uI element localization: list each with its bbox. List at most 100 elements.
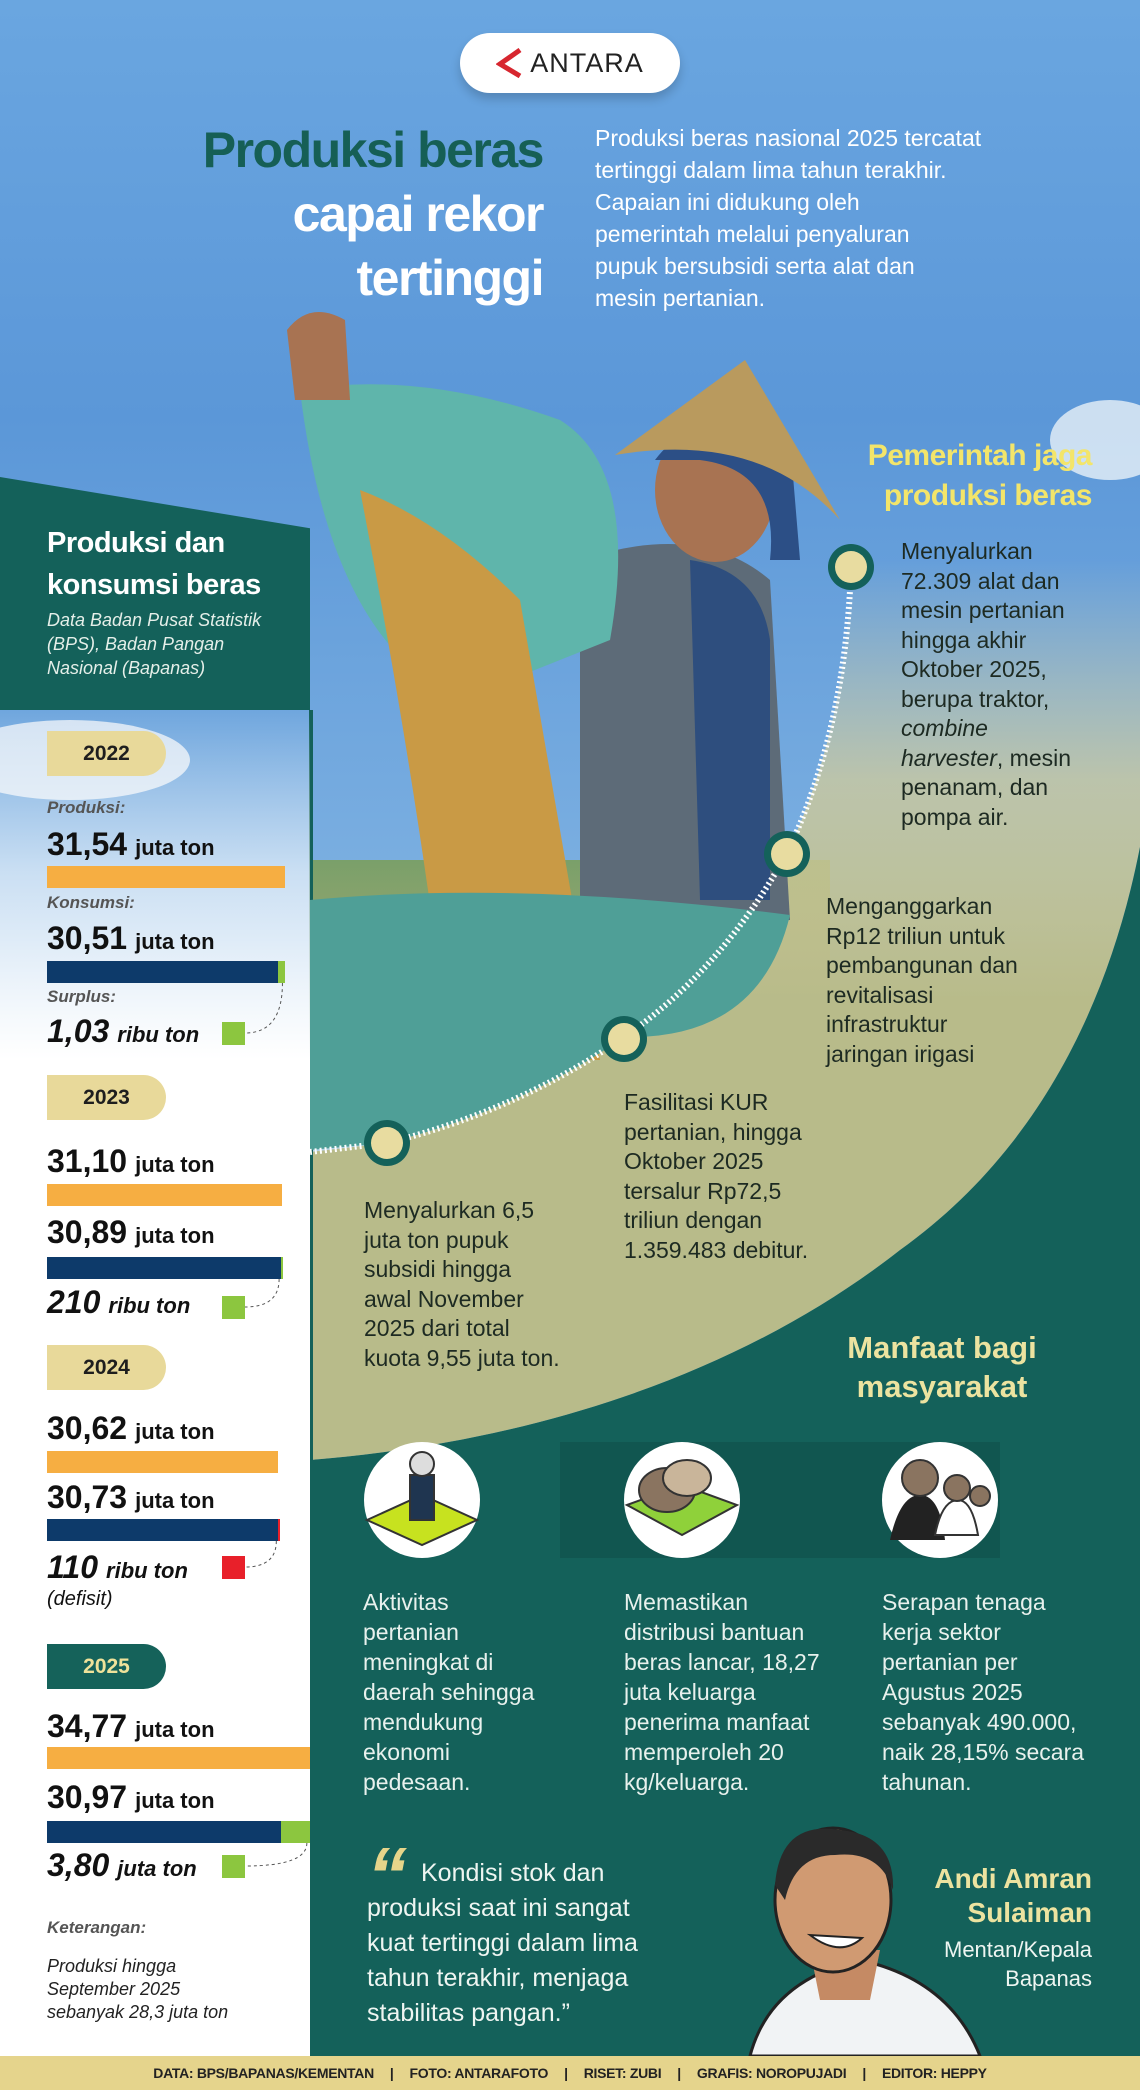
connector-line — [244, 1540, 277, 1568]
separator: | — [862, 2065, 866, 2081]
connector-line — [244, 1278, 280, 1308]
benefit-item: Memastikan distribusi bantuan beras lanc… — [624, 1589, 820, 1795]
timeline-text: Menyalurkan 72.309 alat dan mesin pertan… — [901, 538, 1065, 712]
benefits-section-title: Manfaat bagi masyarakat — [847, 1330, 1037, 1404]
consumption-bar — [47, 1257, 283, 1279]
consumption-bar — [47, 961, 286, 983]
cloud — [1050, 400, 1140, 480]
title-line: tertinggi — [356, 250, 545, 306]
portrait-smile — [806, 1933, 865, 1949]
timeline-item: Menganggarkan Rp12 triliun untuk pembang… — [826, 893, 1018, 1067]
balance-marker — [222, 1022, 245, 1045]
column-divider — [309, 710, 313, 2056]
timeline-point — [764, 831, 810, 877]
farmer-hands — [287, 312, 350, 400]
production-value: 31,54 juta ton — [47, 826, 215, 863]
unit: juta ton — [135, 1223, 215, 1248]
deficit-note: (defisit) — [47, 1588, 113, 1610]
balance-connectors — [244, 982, 308, 1867]
quote-block: “Kondisi stok dan produksi saat ini sang… — [367, 1836, 717, 2031]
workers-group-icon — [882, 1442, 998, 1558]
credit-editor: EDITOR: HEPPY — [881, 2065, 987, 2081]
number: 30,89 — [47, 1214, 128, 1250]
separator: | — [677, 2065, 681, 2081]
separator: | — [564, 2065, 568, 2081]
footer-credits: DATA: BPS/BAPANAS/KEMENTAN | FOTO: ANTARA… — [0, 2056, 1140, 2090]
unit: juta ton — [117, 1856, 197, 1881]
number: 30,62 — [47, 1410, 128, 1446]
timeline-item: Menyalurkan 6,5 juta ton pupuk subsidi h… — [364, 1197, 560, 1371]
consumption-segment — [47, 1519, 279, 1541]
number: 1,03 — [47, 1013, 110, 1049]
unit: ribu ton — [117, 1022, 200, 1047]
separator: | — [389, 2065, 394, 2081]
surplus-segment — [281, 1821, 310, 1843]
timeline-text: , mesin penanam, dan pompa air. — [901, 744, 1072, 830]
consumption-segment — [47, 1257, 281, 1279]
balance-marker — [222, 1855, 245, 1878]
title-line: capai rekor — [292, 186, 545, 242]
intro-paragraph: Produksi beras nasional 2025 tercatat te… — [595, 125, 982, 311]
credit-photo: FOTO: ANTARAFOTO — [409, 2065, 549, 2081]
farmer-hat — [615, 360, 840, 520]
consumption-value: 30,97 juta ton — [47, 1779, 215, 1816]
consumption-segment — [47, 1821, 282, 1843]
production-value: 30,62 juta ton — [47, 1410, 215, 1447]
note-label: Keterangan: — [47, 1918, 147, 1937]
unit: ribu ton — [106, 1558, 188, 1583]
number: 31,54 — [47, 826, 128, 862]
page-title: Produksi beras capai rekor tertinggi — [203, 118, 545, 310]
production-value: 34,77 juta ton — [47, 1708, 215, 1745]
number: 34,77 — [47, 1708, 128, 1744]
unit: ribu ton — [108, 1293, 191, 1318]
balance-value: 3,80 juta ton — [47, 1847, 197, 1884]
number: 210 — [47, 1284, 101, 1320]
farmer-shirt — [690, 560, 770, 900]
number: 30,97 — [47, 1779, 128, 1815]
production-bar — [47, 1747, 310, 1769]
unit: juta ton — [135, 1788, 215, 1813]
credit-graphics: GRAFIS: NOROPUJADI — [696, 2065, 847, 2081]
year-pill-2022: 2022 — [47, 731, 166, 776]
portrait-hair — [775, 1828, 894, 1900]
consumption-bar — [47, 1519, 281, 1541]
note-text: Produksi hingga September 2025 sebanyak … — [47, 1956, 229, 2022]
balance-value: 110 ribu ton — [47, 1549, 188, 1586]
credit-research: RISET: ZUBI — [583, 2065, 662, 2081]
surplus-segment — [277, 961, 286, 983]
rice-sacks-icon — [624, 1442, 740, 1558]
balance-marker — [222, 1296, 245, 1319]
quote-text: Kondisi stok dan produksi saat ini sanga… — [367, 1859, 638, 2027]
farmer-illustration — [287, 312, 840, 1150]
production-bar — [47, 866, 286, 888]
label-production: Produksi: — [47, 798, 126, 817]
logo-text: ANTARA — [530, 47, 644, 78]
surplus-segment — [280, 1257, 283, 1279]
unit: juta ton — [135, 1488, 215, 1513]
data-source: Data Badan Pusat Statistik (BPS), Badan … — [47, 610, 262, 678]
year-pill-2023: 2023 — [47, 1075, 166, 1120]
section-title-production: Produksi dan konsumsi beras — [47, 527, 261, 601]
timeline-item: Menyalurkan 72.309 alat dan mesin pertan… — [901, 537, 1071, 832]
label-consumption: Konsumsi: — [47, 893, 135, 912]
number: 30,73 — [47, 1479, 128, 1515]
timeline-text-italic: combine harvester — [901, 715, 997, 771]
benefit-item: Serapan tenaga kerja sektor pertanian pe… — [882, 1589, 1085, 1795]
balance-value: 210 ribu ton — [47, 1284, 190, 1321]
consumption-bar — [47, 1821, 310, 1843]
minister-portrait — [748, 1826, 983, 2058]
connector-line — [244, 982, 283, 1034]
deficit-segment — [278, 1519, 281, 1541]
number: 31,10 — [47, 1143, 128, 1179]
balance-marker — [222, 1556, 245, 1579]
timeline-point — [828, 544, 874, 590]
production-bar — [47, 1451, 279, 1473]
antara-chevron-icon — [496, 48, 522, 78]
production-bar — [47, 1184, 283, 1206]
unit: juta ton — [135, 835, 215, 860]
timeline-item: Fasilitasi KUR pertanian, hingga Oktober… — [624, 1089, 809, 1263]
antara-logo[interactable]: ANTARA — [460, 33, 680, 93]
unit: juta ton — [135, 1419, 215, 1444]
credit-data: DATA: BPS/BAPANAS/KEMENTAN — [153, 2065, 374, 2081]
timeline-point — [364, 1120, 410, 1166]
